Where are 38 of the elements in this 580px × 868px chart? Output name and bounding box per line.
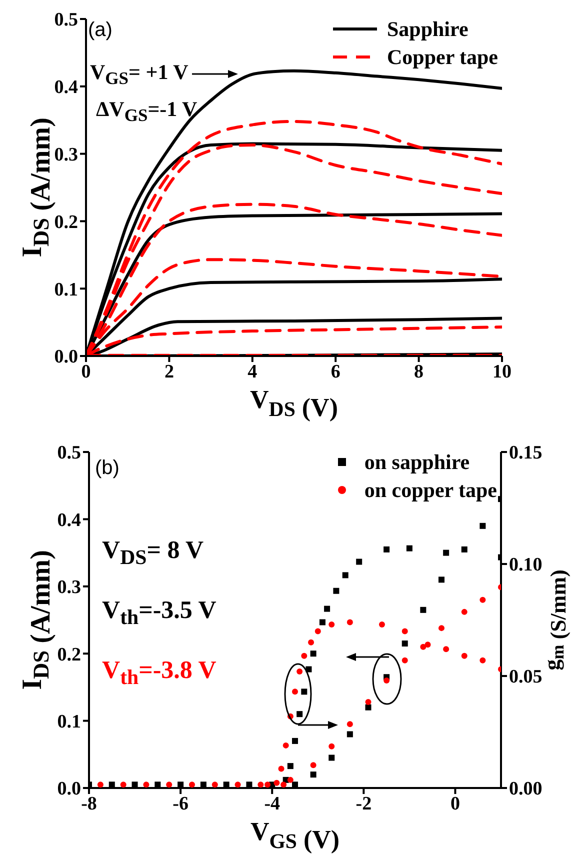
annotation: V$_{th}$=-3.5 V (102, 596, 216, 630)
y-tick-label: 0.3 (57, 577, 81, 598)
y-tick-label: 0.5 (57, 442, 81, 464)
y-tick-label: 0.3 (54, 144, 78, 166)
annotation: (a) (88, 18, 112, 42)
annotation: V$_{DS}$= 8 V (102, 536, 204, 570)
y-tick-label: 0.4 (57, 510, 82, 531)
x-tick-label: 0 (81, 361, 91, 382)
y-axis-title: IDS (A/mm) (16, 118, 56, 258)
y2-tick-label: 0.15 (509, 442, 542, 464)
x-tick-label: 0 (450, 793, 460, 814)
y2-tick-label: 0.00 (509, 778, 542, 800)
y-tick-label: 0.1 (57, 712, 81, 733)
x-tick-label: 6 (330, 361, 340, 382)
x-tick-label: 4 (248, 361, 258, 382)
annotation: (b) (95, 456, 120, 480)
annotation: V$_{GS}$= +1 V (90, 60, 188, 90)
y-tick-label: 0.2 (54, 212, 78, 233)
x-tick-label: -4 (264, 793, 281, 814)
annotation: ΔV$_{GS}$=-1 V (96, 97, 198, 126)
x-tick-label: -6 (172, 793, 188, 814)
x-tick-label: 2 (164, 361, 174, 382)
y-tick-label: 0.0 (54, 346, 78, 368)
x-tick-label: -2 (356, 793, 372, 814)
y-tick-label: 0.0 (57, 778, 81, 800)
y-tick-label: 0.4 (54, 77, 78, 98)
x-tick-label: 8 (414, 361, 424, 382)
legend-label: Copper tape (386, 44, 498, 70)
y-tick-label: 0.5 (54, 10, 78, 31)
y-tick-label: 0.2 (57, 644, 81, 666)
x-tick-label: -8 (81, 793, 97, 814)
x-tick-label: 10 (492, 361, 512, 382)
legend-label: Sapphire (386, 16, 468, 42)
annotation: V$_{th}$=-3.8 V (102, 656, 216, 690)
y-axis-title: IDS (A/mm) (16, 550, 56, 690)
y-tick-label: 0.1 (54, 279, 78, 300)
legend-label: on sapphire (364, 450, 470, 474)
legend-label: on copper tape (364, 478, 497, 502)
